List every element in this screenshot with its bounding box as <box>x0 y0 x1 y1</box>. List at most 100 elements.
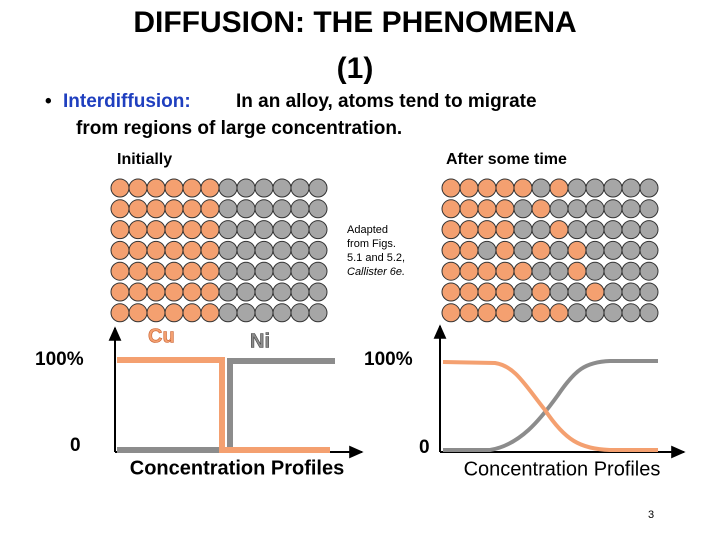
atom <box>531 199 551 219</box>
atom <box>513 282 533 302</box>
atom <box>621 178 641 198</box>
atom <box>567 220 587 240</box>
atom <box>549 178 569 198</box>
atom <box>164 303 184 323</box>
atom <box>290 240 310 260</box>
bullet-text: In an alloy, atoms tend to migrate <box>236 91 537 112</box>
cu-profile <box>117 357 330 453</box>
atom <box>218 261 238 281</box>
atom <box>200 220 220 240</box>
axis-label: 0 <box>70 435 81 456</box>
atom <box>218 240 238 260</box>
atom <box>128 220 148 240</box>
atom <box>459 220 479 240</box>
atom <box>639 240 659 260</box>
atom <box>218 178 238 198</box>
atom <box>567 303 587 323</box>
atom <box>585 282 605 302</box>
atom <box>549 240 569 260</box>
atom <box>146 240 166 260</box>
axis-label: 0 <box>419 437 430 458</box>
title: (1) <box>337 52 374 85</box>
atom <box>110 261 130 281</box>
atom <box>513 178 533 198</box>
atom <box>495 261 515 281</box>
atom <box>585 240 605 260</box>
atom <box>308 261 328 281</box>
atom <box>459 282 479 302</box>
atom <box>477 282 497 302</box>
atom <box>549 261 569 281</box>
atom <box>290 220 310 240</box>
atom <box>621 220 641 240</box>
atom <box>272 261 292 281</box>
atom <box>110 303 130 323</box>
panel-heading: Initially <box>117 151 172 168</box>
atom <box>308 220 328 240</box>
atom <box>236 199 256 219</box>
atom <box>567 178 587 198</box>
atom <box>585 199 605 219</box>
atom <box>128 178 148 198</box>
atom <box>567 199 587 219</box>
atom <box>495 240 515 260</box>
atom <box>164 261 184 281</box>
atom <box>272 240 292 260</box>
atom <box>146 261 166 281</box>
atom <box>146 282 166 302</box>
atom <box>290 261 310 281</box>
atom <box>603 240 623 260</box>
atom <box>603 303 623 323</box>
atom <box>164 178 184 198</box>
ni-profile <box>443 359 658 452</box>
atom <box>531 220 551 240</box>
atom <box>603 220 623 240</box>
atom <box>585 261 605 281</box>
ni-profile <box>117 358 335 453</box>
atom <box>236 178 256 198</box>
atom <box>200 199 220 219</box>
atom <box>236 282 256 302</box>
atom <box>308 178 328 198</box>
bullet-dot: • <box>45 91 52 112</box>
atom <box>272 282 292 302</box>
atom <box>200 303 220 323</box>
atom <box>218 282 238 302</box>
atom <box>200 261 220 281</box>
atom <box>477 178 497 198</box>
atom <box>254 199 274 219</box>
atom <box>182 220 202 240</box>
page-number: 3 <box>648 509 654 521</box>
atom <box>182 303 202 323</box>
atom <box>236 220 256 240</box>
atom <box>603 261 623 281</box>
bullet-text: from regions of large concentration. <box>76 118 402 139</box>
atom <box>567 240 587 260</box>
atom <box>110 282 130 302</box>
atom <box>513 199 533 219</box>
atom <box>182 261 202 281</box>
atom <box>459 303 479 323</box>
atom <box>621 199 641 219</box>
atom <box>441 261 461 281</box>
atom <box>200 240 220 260</box>
atom <box>513 220 533 240</box>
atom <box>603 282 623 302</box>
credit: 5.1 and 5.2, <box>347 252 405 264</box>
atom <box>218 220 238 240</box>
atom <box>477 220 497 240</box>
atom <box>639 303 659 323</box>
atom <box>639 282 659 302</box>
atom <box>567 261 587 281</box>
atom <box>603 178 623 198</box>
atom <box>495 303 515 323</box>
atom <box>513 261 533 281</box>
atom <box>254 240 274 260</box>
panel-heading: After some time <box>446 151 567 168</box>
atom <box>477 240 497 260</box>
atom <box>272 199 292 219</box>
atom <box>254 282 274 302</box>
atom <box>459 199 479 219</box>
atom <box>639 178 659 198</box>
